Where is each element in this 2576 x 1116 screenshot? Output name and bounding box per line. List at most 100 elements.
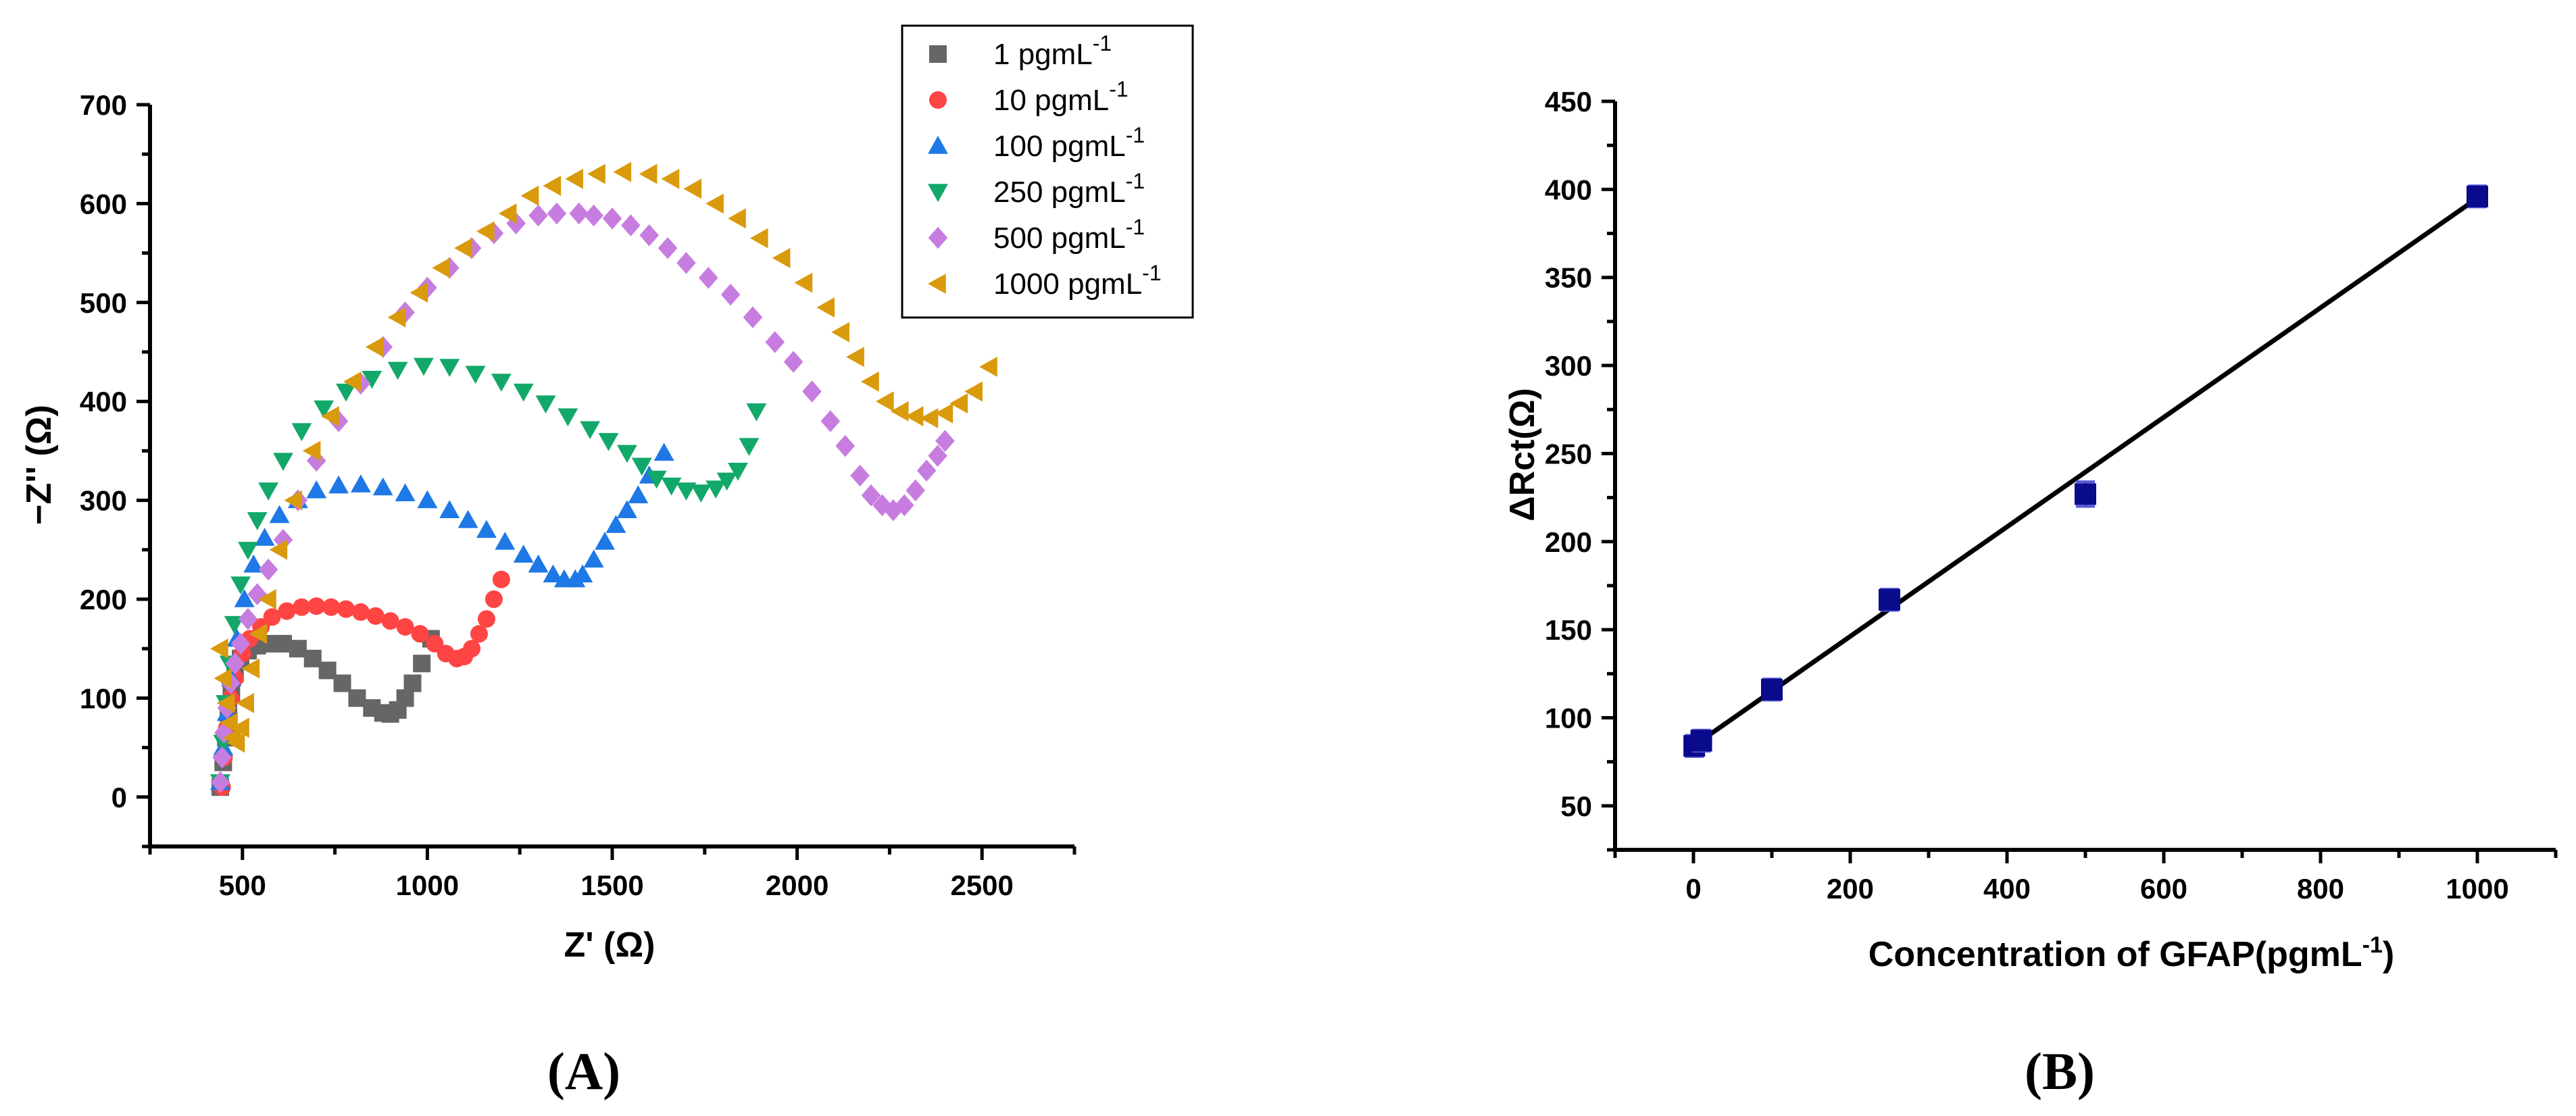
legend-marker — [929, 91, 947, 109]
data-point — [794, 272, 813, 293]
data-point — [212, 746, 232, 769]
data-point — [470, 625, 489, 643]
legend-label-main: 100 pgmL — [993, 130, 1126, 163]
legend-label-sup: -1 — [1109, 77, 1128, 101]
data-point — [492, 570, 510, 588]
data-point — [691, 484, 712, 503]
legend-label-main: 1000 pgmL — [993, 268, 1142, 301]
data-point — [613, 161, 632, 182]
data-point — [535, 395, 556, 414]
data-point — [314, 400, 335, 419]
x-tick-label: 600 — [2140, 873, 2187, 905]
y-tick-label: 400 — [1545, 174, 1592, 205]
data-point — [580, 421, 601, 440]
data-point — [605, 515, 626, 533]
data-point — [439, 500, 460, 518]
data-point — [846, 347, 864, 367]
data-point — [749, 228, 768, 249]
y-tick-label: 250 — [1545, 438, 1592, 470]
legend-label-sup: -1 — [1126, 123, 1145, 147]
data-point — [225, 652, 245, 675]
data-point — [210, 771, 230, 794]
legend-label-sup: -1 — [1126, 169, 1145, 193]
y-tick-label: 50 — [1560, 790, 1592, 822]
data-point — [661, 168, 680, 189]
legend-label-main: 1 pgmL — [993, 38, 1093, 71]
data-point — [602, 207, 622, 230]
data-point — [772, 247, 791, 268]
legend-marker — [928, 274, 946, 294]
data-point — [639, 163, 658, 184]
chart-panel-a: 500 1000 1500 2000 2500 0 100 200 300 400 500 600 70… — [20, 24, 1194, 1100]
x-tick-label: 1000 — [2446, 873, 2508, 905]
x-axis-title-b: Concentration of GFAP(pgmL-1) — [1868, 932, 2394, 974]
data-point — [906, 479, 926, 502]
data-point — [543, 176, 562, 196]
data-point — [362, 370, 382, 389]
data-point — [698, 266, 718, 289]
data-point — [231, 717, 249, 738]
legend-label-sup: -1 — [1126, 215, 1145, 239]
data-point — [463, 640, 481, 658]
y-tick-label: 600 — [80, 188, 127, 220]
y-tick-label: 200 — [80, 584, 127, 615]
y-tick-label: 100 — [80, 682, 127, 714]
data-point — [705, 480, 726, 499]
x-tick-label: 200 — [1827, 873, 1874, 905]
x-tick-label: 1000 — [396, 869, 459, 901]
data-point — [1690, 730, 1712, 752]
data-point — [269, 539, 288, 560]
data-point — [920, 408, 939, 429]
data-point — [457, 509, 478, 528]
legend-label-main: 500 pgmL — [993, 222, 1126, 255]
legend-marker — [928, 226, 948, 249]
data-point — [293, 598, 311, 616]
data-point — [831, 322, 849, 343]
data-point — [558, 408, 578, 427]
legend-label-main: 250 pgmL — [993, 176, 1126, 209]
data-point — [949, 393, 968, 414]
y-tick-label: 350 — [1545, 262, 1592, 294]
data-point — [303, 649, 322, 667]
data-point — [861, 371, 879, 392]
data-point — [258, 589, 276, 609]
y-tick-label: 300 — [1545, 350, 1592, 382]
data-point — [653, 442, 674, 461]
y-tick-label: 200 — [1545, 526, 1592, 558]
legend-label-sup: -1 — [1142, 261, 1161, 285]
data-point — [513, 544, 534, 563]
data-point — [572, 564, 593, 583]
data-point — [321, 406, 339, 427]
data-point — [916, 459, 937, 482]
data-point — [306, 480, 327, 499]
data-point — [417, 490, 438, 509]
x-axis-title-b-sup: -1 — [2362, 932, 2383, 958]
data-point — [765, 331, 785, 353]
data-point — [216, 692, 235, 713]
data-point — [477, 610, 495, 628]
data-point — [498, 203, 517, 224]
data-point — [894, 494, 914, 517]
data-point — [739, 438, 760, 457]
data-point — [413, 655, 431, 673]
data-point — [621, 214, 641, 236]
x-axis-title-a: Z' (Ω) — [564, 925, 655, 965]
x-axis-title-b-main: Concentration of GFAP(pgmL — [1868, 935, 2362, 974]
data-point — [802, 380, 822, 403]
data-point — [676, 251, 696, 274]
data-point — [337, 600, 355, 618]
data-point — [676, 482, 697, 501]
data-point — [432, 257, 450, 278]
data-point — [274, 634, 292, 653]
data-point — [278, 602, 296, 620]
legend-label: 1 pgmL-1 — [993, 31, 1112, 71]
data-point — [236, 692, 254, 713]
data-point — [465, 365, 486, 384]
data-point — [238, 542, 258, 560]
data-point — [935, 430, 955, 453]
data-point — [351, 603, 370, 622]
data-point — [565, 168, 583, 189]
data-point — [547, 202, 567, 225]
data-point — [646, 470, 667, 489]
